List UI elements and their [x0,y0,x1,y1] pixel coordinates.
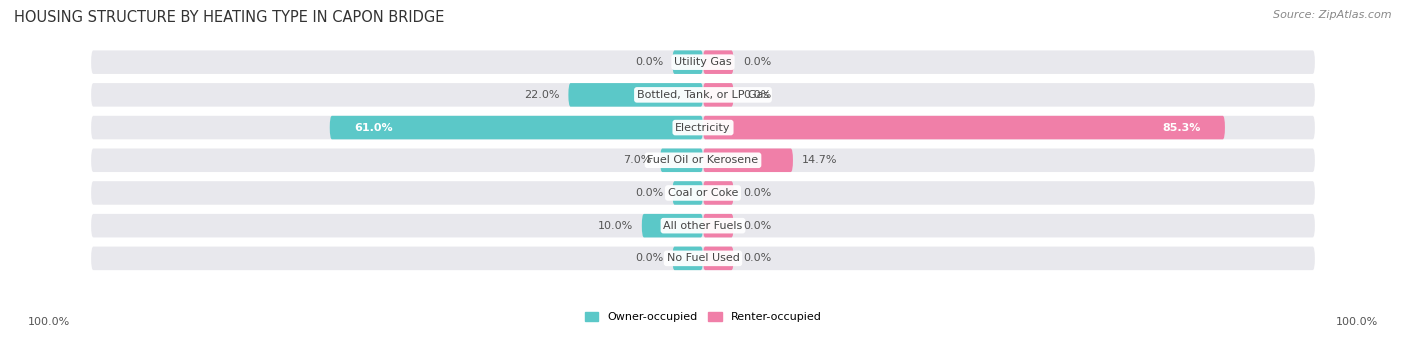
Text: 0.0%: 0.0% [742,221,770,231]
Text: 14.7%: 14.7% [801,155,838,165]
FancyBboxPatch shape [672,50,703,74]
Text: 61.0%: 61.0% [354,122,392,133]
FancyBboxPatch shape [91,247,1315,270]
FancyBboxPatch shape [91,181,1315,205]
FancyBboxPatch shape [568,83,703,107]
FancyBboxPatch shape [672,247,703,270]
Text: 0.0%: 0.0% [636,188,664,198]
FancyBboxPatch shape [330,116,703,139]
Text: 0.0%: 0.0% [742,188,770,198]
Text: Bottled, Tank, or LP Gas: Bottled, Tank, or LP Gas [637,90,769,100]
FancyBboxPatch shape [703,247,734,270]
FancyBboxPatch shape [91,148,1315,172]
Text: Fuel Oil or Kerosene: Fuel Oil or Kerosene [647,155,759,165]
FancyBboxPatch shape [703,148,793,172]
FancyBboxPatch shape [703,181,734,205]
FancyBboxPatch shape [703,50,734,74]
FancyBboxPatch shape [661,148,703,172]
Text: Electricity: Electricity [675,122,731,133]
Text: 10.0%: 10.0% [598,221,633,231]
FancyBboxPatch shape [703,214,734,237]
FancyBboxPatch shape [703,116,1225,139]
Text: 0.0%: 0.0% [636,57,664,67]
Text: 85.3%: 85.3% [1163,122,1201,133]
Text: No Fuel Used: No Fuel Used [666,253,740,263]
Text: 0.0%: 0.0% [636,253,664,263]
Text: Utility Gas: Utility Gas [675,57,731,67]
FancyBboxPatch shape [641,214,703,237]
Text: HOUSING STRUCTURE BY HEATING TYPE IN CAPON BRIDGE: HOUSING STRUCTURE BY HEATING TYPE IN CAP… [14,10,444,25]
Text: All other Fuels: All other Fuels [664,221,742,231]
Text: 7.0%: 7.0% [623,155,651,165]
Text: Source: ZipAtlas.com: Source: ZipAtlas.com [1274,10,1392,20]
Text: 100.0%: 100.0% [1336,317,1378,327]
Legend: Owner-occupied, Renter-occupied: Owner-occupied, Renter-occupied [581,307,825,327]
FancyBboxPatch shape [91,116,1315,139]
Text: 0.0%: 0.0% [742,253,770,263]
FancyBboxPatch shape [91,83,1315,107]
Text: Coal or Coke: Coal or Coke [668,188,738,198]
Text: 22.0%: 22.0% [523,90,560,100]
Text: 0.0%: 0.0% [742,90,770,100]
FancyBboxPatch shape [91,214,1315,237]
FancyBboxPatch shape [672,181,703,205]
Text: 100.0%: 100.0% [28,317,70,327]
FancyBboxPatch shape [91,50,1315,74]
Text: 0.0%: 0.0% [742,57,770,67]
FancyBboxPatch shape [703,83,734,107]
